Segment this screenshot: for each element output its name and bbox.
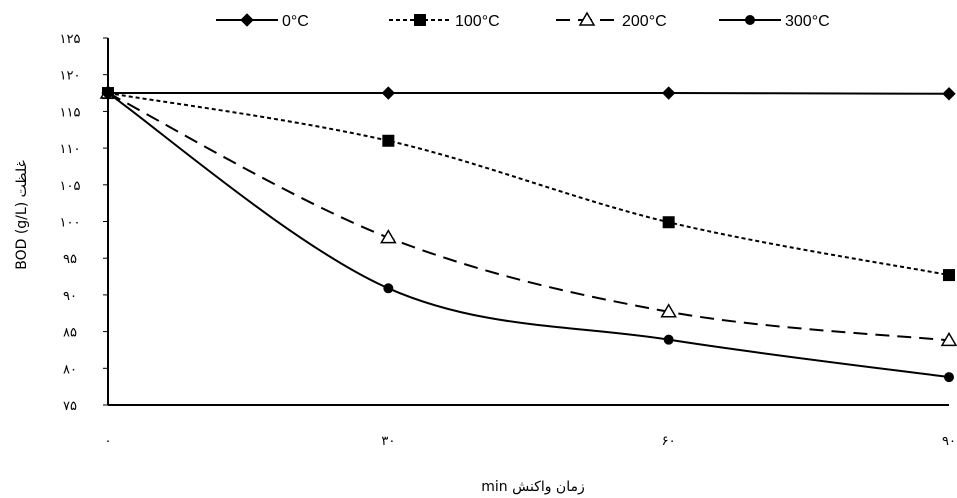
legend-marker (414, 14, 426, 26)
data-point (662, 216, 675, 229)
legend-item: 100°C (389, 13, 500, 30)
legend-item: 0°C (216, 13, 309, 30)
y-tick-label: ۱۰۰ (60, 216, 81, 231)
y-axis-title: غلظت BOD (g/L) (14, 160, 30, 270)
data-point (940, 331, 957, 347)
legend-label: 100°C (455, 13, 500, 30)
x-tick-label: ۳۰ (381, 434, 395, 449)
legend-label: 300°C (785, 13, 830, 30)
x-tick-label: ۰ (105, 434, 112, 449)
legend-item: 200°C (556, 11, 667, 30)
data-point (660, 303, 677, 318)
data-point (663, 334, 674, 345)
series-3 (103, 88, 954, 383)
data-point (380, 229, 397, 244)
series-line (107, 92, 950, 342)
y-tick-label: ۱۲۰ (60, 69, 81, 84)
legend-item: 300°C (719, 13, 830, 30)
data-point (383, 283, 394, 294)
legend-marker (578, 11, 596, 26)
series-line (107, 92, 950, 277)
legend-marker (240, 13, 254, 27)
data-point (942, 87, 956, 101)
series-line (107, 92, 950, 379)
y-tick-label: ۱۲۵ (60, 32, 81, 47)
series-group (99, 84, 957, 383)
data-point (381, 86, 396, 100)
series-1 (102, 87, 955, 282)
data-point (661, 86, 676, 100)
y-tick-label: ۱۱۵ (60, 105, 81, 120)
data-point (382, 134, 395, 147)
y-tick-label: ۸۰ (63, 362, 77, 377)
y-tick-label: ۷۵ (63, 399, 77, 414)
x-tick-label: ۶۰ (662, 434, 676, 449)
x-tick-label: ۹۰ (942, 434, 956, 449)
y-tick-label: ۱۱۰ (60, 142, 81, 157)
y-tick-label: ۹۰ (63, 289, 77, 304)
legend-label: 200°C (622, 13, 667, 30)
y-tick-label: ۹۵ (63, 252, 77, 267)
data-point (944, 372, 954, 383)
legend-marker (745, 15, 755, 25)
y-tick-label: ۱۰۵ (60, 179, 81, 194)
legend: 0°C 100°C 200°C 300°C (216, 11, 830, 30)
y-tick-label: ۸۵ (63, 326, 77, 341)
y-axis-ticks: ۷۵ ۸۰ ۸۵ ۹۰ ۹۵ ۱۰۰ ۱۰۵ ۱۱۰ ۱۱۵ ۱۲۰ ۱۲۵ (60, 32, 108, 414)
x-axis-title: زمان واکنش min (481, 479, 585, 495)
data-point (943, 269, 955, 282)
series-0 (101, 86, 956, 101)
series-line (108, 91, 950, 95)
x-axis-ticks: ۰ ۳۰ ۶۰ ۹۰ (105, 434, 956, 449)
legend-label: 0°C (282, 13, 309, 30)
series-2 (99, 84, 957, 347)
